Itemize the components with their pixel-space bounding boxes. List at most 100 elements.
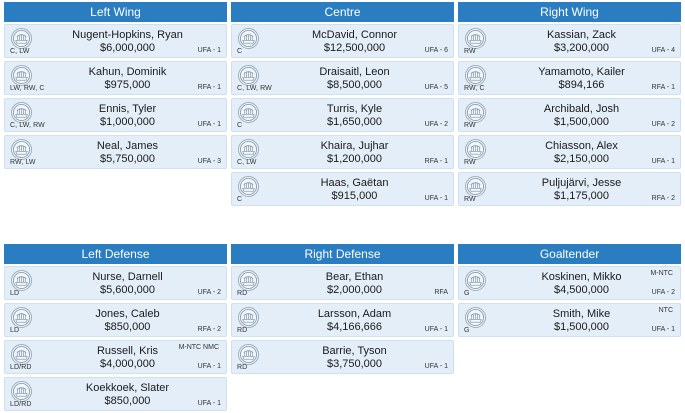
player-name: Smith, Mike [552, 308, 611, 320]
player-card[interactable]: Kassian, Zack $3,200,000 RW UFA - 4 [458, 24, 681, 58]
player-card[interactable]: Chiasson, Alex $2,150,000 RW UFA - 1 [458, 135, 681, 169]
player-name: Neal, James [96, 140, 159, 152]
team-logo-icon [465, 102, 486, 123]
player-position: RW, C [464, 85, 485, 92]
player-salary: $850,000 [104, 395, 151, 407]
player-card[interactable]: Larsson, Adam $4,166,666 RD UFA - 1 [231, 303, 454, 337]
player-card[interactable]: Smith, Mike $1,500,000 G UFA - 1 NTC [458, 303, 681, 337]
player-salary: $4,500,000 [553, 284, 610, 296]
player-card[interactable]: Neal, James $5,750,000 RW, LW UFA - 3 [4, 135, 227, 169]
team-logo-icon [11, 270, 32, 291]
player-card[interactable]: Turris, Kyle $1,650,000 C UFA - 2 [231, 98, 454, 132]
player-name: Koskinen, Mikko [541, 271, 622, 283]
player-salary: $8,500,000 [326, 79, 383, 91]
team-logo-icon [238, 344, 259, 365]
contract-status: RFA - 1 [651, 84, 675, 91]
roster-column: Kassian, Zack $3,200,000 RW UFA - 4 Yamamoto… [458, 24, 681, 206]
team-logo-icon [238, 102, 259, 123]
team-logo-icon [465, 270, 486, 291]
player-salary: $850,000 [104, 321, 151, 333]
team-logo-icon [465, 139, 486, 160]
player-salary: $1,650,000 [326, 116, 383, 128]
player-salary: $975,000 [104, 79, 151, 91]
player-position: LD/RD [10, 364, 32, 371]
left-defense-header: Left Defense [4, 244, 227, 264]
player-position: RW [464, 196, 476, 203]
player-position: C, LW [10, 48, 30, 55]
player-card[interactable]: Russell, Kris $4,000,000 LD/RD UFA - 1 M-NTC… [4, 340, 227, 374]
player-card[interactable]: Khaira, Jujhar $1,200,000 C, LW RFA - 1 [231, 135, 454, 169]
player-name: Turris, Kyle [326, 103, 383, 115]
player-salary: $3,200,000 [553, 42, 610, 54]
left-wing-header: Left Wing [4, 2, 227, 22]
player-position: RW [464, 159, 476, 166]
player-card[interactable]: Nurse, Darnell $5,600,000 LD UFA - 2 [4, 266, 227, 300]
team-logo-icon [238, 270, 259, 291]
player-card[interactable]: Haas, Gaëtan $915,000 C UFA - 1 [231, 172, 454, 206]
contract-status: UFA - 1 [197, 400, 221, 407]
player-salary: $12,500,000 [323, 42, 386, 54]
team-logo-icon [11, 307, 32, 328]
player-salary: $1,000,000 [99, 116, 156, 128]
contract-status: UFA - 1 [424, 363, 448, 370]
contract-status: RFA - 2 [197, 326, 221, 333]
player-card[interactable]: Nugent-Hopkins, Ryan $6,000,000 C, LW UFA -… [4, 24, 227, 58]
contract-status: UFA - 1 [651, 158, 675, 165]
player-card[interactable]: Draisaitl, Leon $8,500,000 C, LW, RW UFA - … [231, 61, 454, 95]
team-logo-icon [11, 381, 32, 402]
player-position: G [464, 327, 470, 334]
contract-status: UFA - 1 [197, 47, 221, 54]
player-position: RD [237, 327, 248, 334]
contract-status: UFA - 2 [424, 121, 448, 128]
roster-column: Koskinen, Mikko $4,500,000 G UFA - 2 M-NTC Sm… [458, 266, 681, 411]
forwards-section: Left Wing Centre Right Wing Nugent-Hopki… [4, 2, 681, 206]
trade-clause: M-NTC [650, 270, 673, 277]
player-card[interactable]: Barrie, Tyson $3,750,000 RD UFA - 1 [231, 340, 454, 374]
player-card[interactable]: Jones, Caleb $850,000 LD RFA - 2 [4, 303, 227, 337]
player-name: Archibald, Josh [543, 103, 620, 115]
player-position: RW [464, 122, 476, 129]
player-card[interactable]: McDavid, Connor $12,500,000 C UFA - 6 [231, 24, 454, 58]
player-name: Barrie, Tyson [322, 345, 387, 357]
defense-columns: Nurse, Darnell $5,600,000 LD UFA - 2 Jones, … [4, 266, 681, 411]
player-name: Ennis, Tyler [98, 103, 157, 115]
player-card[interactable]: Yamamoto, Kailer $894,166 RW, C RFA - 1 [458, 61, 681, 95]
player-position: C [237, 122, 243, 129]
player-position: C [237, 48, 243, 55]
contract-status: UFA - 5 [424, 84, 448, 91]
player-name: Russell, Kris [96, 345, 159, 357]
contract-status: UFA - 4 [651, 47, 675, 54]
player-salary: $4,000,000 [99, 358, 156, 370]
player-card[interactable]: Ennis, Tyler $1,000,000 C, LW, RW UFA - 1 [4, 98, 227, 132]
player-card[interactable]: Archibald, Josh $1,500,000 RW UFA - 2 [458, 98, 681, 132]
player-salary: $2,150,000 [553, 153, 610, 165]
player-card[interactable]: Kahun, Dominik $975,000 LW, RW, C RFA - 1 [4, 61, 227, 95]
player-name: Khaira, Jujhar [320, 140, 389, 152]
contract-status: RFA - 2 [651, 195, 675, 202]
player-salary: $5,600,000 [99, 284, 156, 296]
player-name: Chiasson, Alex [545, 140, 618, 152]
player-card[interactable]: Koekkoek, Slater $850,000 LD/RD UFA - 1 [4, 377, 227, 411]
player-card[interactable]: Puljujärvi, Jesse $1,175,000 RW RFA - 2 [458, 172, 681, 206]
player-salary: $1,175,000 [553, 190, 610, 202]
contract-status: UFA - 2 [651, 121, 675, 128]
player-card[interactable]: Bear, Ethan $2,000,000 RD RFA [231, 266, 454, 300]
contract-status: RFA - 1 [197, 84, 221, 91]
team-logo-icon [465, 28, 486, 49]
contract-status: UFA - 1 [424, 195, 448, 202]
defense-section: Left Defense Right Defense Goaltender Nu… [4, 244, 681, 411]
contract-status: UFA - 1 [651, 326, 675, 333]
roster-column: Bear, Ethan $2,000,000 RD RFA Larsson, Adam $… [231, 266, 454, 411]
team-logo-icon [238, 28, 259, 49]
player-name: Yamamoto, Kailer [538, 66, 625, 78]
player-card[interactable]: Koskinen, Mikko $4,500,000 G UFA - 2 M-NTC [458, 266, 681, 300]
team-logo-icon [465, 65, 486, 86]
player-position: C [237, 196, 243, 203]
player-name: Kassian, Zack [546, 29, 617, 41]
team-logo-icon [11, 102, 32, 123]
player-name: Draisaitl, Leon [319, 66, 390, 78]
player-salary: $1,500,000 [553, 116, 610, 128]
team-logo-icon [11, 28, 32, 49]
player-salary: $915,000 [331, 190, 378, 202]
player-salary: $5,750,000 [99, 153, 156, 165]
